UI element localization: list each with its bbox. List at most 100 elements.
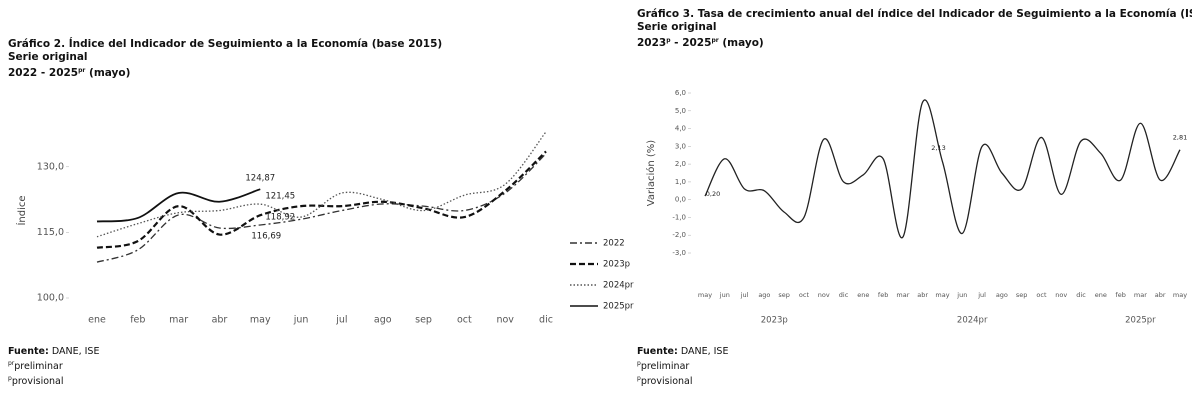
y-tick-label: 115,0 (37, 227, 64, 238)
x-tick-label: ago (996, 291, 1008, 299)
source-line: Fuente: DANE, ISE (8, 346, 99, 358)
series-line (96, 131, 547, 238)
x-tick-label: mar (169, 315, 188, 326)
x-tick-label: feb (130, 315, 145, 326)
data-label: 124,87 (245, 174, 275, 184)
chart-period: 2023p - 2025pr (mayo) (637, 34, 1192, 50)
period-text: (mayo) (718, 37, 764, 49)
source-label: Fuente: (8, 346, 49, 357)
x-tick-label: feb (878, 291, 888, 299)
x-tick-label: dic (539, 315, 553, 326)
x-tick-label: dic (1076, 291, 1086, 299)
y-tick-label: -2,0 (672, 231, 686, 239)
x-tick-label: may (1173, 291, 1187, 299)
note: prpreliminar (8, 358, 99, 373)
x-tick-label: ene (88, 315, 106, 326)
x-tick-label: ene (1095, 291, 1107, 299)
y-tick-label: 1,0 (675, 178, 686, 186)
y-tick-label: 2,0 (675, 160, 686, 168)
period-text: - 2025 (670, 37, 712, 49)
chart-subtitle: Serie original (637, 21, 717, 33)
note-text: provisional (11, 376, 64, 387)
x-tick-label: ago (758, 291, 770, 299)
period-sup: p (666, 37, 671, 44)
source-label: Fuente: (637, 346, 678, 357)
x-tick-label: sep (778, 291, 790, 299)
y-tick-label: 130,0 (37, 161, 64, 172)
data-label: 121,45 (265, 192, 295, 202)
period-text: (mayo) (85, 67, 131, 79)
x-tick-label: ago (374, 315, 392, 326)
chart-title: Gráfico 2. Índice del Indicador de Segui… (8, 38, 443, 50)
x-tick-label: jul (977, 291, 986, 299)
chart-heading: Gráfico 3. Tasa de crecimiento anual del… (637, 8, 1192, 50)
period-sup: pr (78, 67, 86, 74)
footnotes: Fuente: DANE, ISE prpreliminar pprovisiona… (8, 346, 99, 388)
period-text: 2022 - 2025 (8, 67, 79, 79)
x-group-label: 2025pr (1125, 316, 1156, 326)
x-tick-label: abr (1155, 291, 1166, 299)
note: pprovisional (8, 373, 99, 388)
note-sup: p (8, 375, 12, 382)
x-tick-label: jun (719, 291, 730, 299)
x-tick-label: mar (1134, 291, 1147, 299)
data-label: 2,81 (1173, 134, 1187, 142)
legend-label: 2023p (603, 260, 630, 270)
series-line (704, 99, 1181, 239)
source: DANE, ISE (680, 346, 729, 357)
x-tick-label: nov (1055, 291, 1067, 299)
y-tick-label: 3,0 (675, 142, 686, 150)
legend-label: 2022 (603, 239, 625, 249)
x-tick-label: nov (496, 315, 514, 326)
x-tick-label: may (250, 315, 271, 326)
note-text: preliminar (14, 361, 63, 372)
x-group-label: 2023p (761, 316, 788, 326)
y-axis-label: Variación (%) (645, 140, 657, 207)
chart-subtitle: Serie original (8, 51, 88, 63)
x-tick-label: may (935, 291, 949, 299)
series-line (96, 150, 547, 249)
data-label: 2,13 (931, 144, 945, 152)
x-group-label: 2024pr (957, 316, 988, 326)
y-axis-label: Índice (15, 195, 28, 225)
data-label: 0,20 (706, 190, 720, 198)
y-tick-label: 6,0 (675, 89, 686, 97)
note-text: provisional (640, 376, 693, 387)
x-tick-label: abr (917, 291, 928, 299)
y-tick-label: 4,0 (675, 125, 686, 133)
y-tick-label: 0,0 (675, 196, 686, 204)
legend-label: 2025pr (603, 302, 634, 312)
note-sup: p (637, 375, 641, 382)
note-sup: pr (8, 360, 15, 367)
x-tick-label: ene (857, 291, 869, 299)
chart-title: Gráfico 3. Tasa de crecimiento anual del… (637, 8, 1192, 20)
data-label: 116,69 (251, 231, 281, 241)
x-tick-label: jul (335, 315, 347, 326)
x-tick-label: oct (1036, 291, 1047, 299)
legend-label: 2024pr (603, 281, 634, 291)
x-tick-label: jun (956, 291, 967, 299)
x-tick-label: jul (740, 291, 749, 299)
x-tick-label: abr (212, 315, 228, 326)
x-tick-label: mar (896, 291, 909, 299)
x-tick-label: sep (1016, 291, 1028, 299)
x-tick-label: oct (799, 291, 810, 299)
y-tick-label: 5,0 (675, 107, 686, 115)
x-tick-label: may (698, 291, 712, 299)
x-tick-label: jun (293, 315, 309, 326)
period-text: 2023 (637, 37, 667, 49)
y-tick-label: -3,0 (672, 249, 686, 257)
x-tick-label: dic (839, 291, 849, 299)
chart-period: 2022 - 2025pr (mayo) (8, 64, 442, 80)
x-tick-label: oct (457, 315, 472, 326)
note-sup: p (637, 360, 641, 367)
note: ppreliminar (637, 358, 728, 373)
chart-heading: Gráfico 2. Índice del Indicador de Segui… (8, 38, 442, 80)
period-sup: pr (711, 37, 719, 44)
note-text: preliminar (640, 361, 690, 372)
data-label: 118,92 (265, 213, 295, 223)
note: pprovisional (637, 373, 728, 388)
x-tick-label: nov (818, 291, 830, 299)
x-tick-label: feb (1115, 291, 1125, 299)
